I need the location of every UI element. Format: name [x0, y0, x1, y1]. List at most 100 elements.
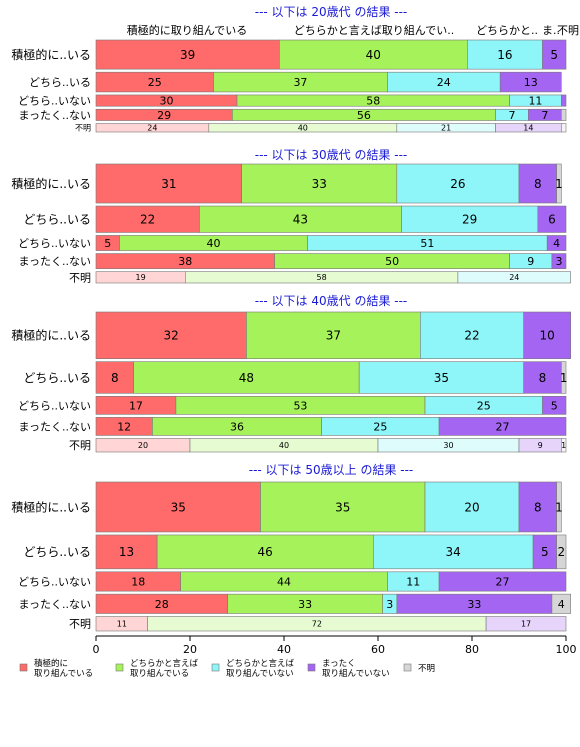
- panel-title: --- 以下は 20歳代 の結果 ---: [255, 5, 408, 19]
- data-label: 35: [434, 371, 449, 385]
- row-label: 積極的に..いる: [11, 176, 91, 191]
- bar-segment: [537, 205, 567, 233]
- row-label: どちら..いない: [18, 237, 91, 250]
- row-label: まったく..ない: [18, 109, 91, 122]
- bar-segment: [95, 311, 247, 359]
- x-tick-label: 0: [93, 643, 100, 656]
- bar-segment: [95, 39, 280, 70]
- data-label: 58: [317, 273, 327, 282]
- bar-segment: [358, 361, 525, 394]
- bar-segment: [438, 571, 567, 592]
- bar-segment: [560, 108, 567, 121]
- data-label: 21: [441, 124, 451, 133]
- data-label: 8: [111, 371, 119, 385]
- data-label: 19: [136, 273, 146, 282]
- bar-row: まったく..ない 29 56 7 7: [18, 108, 567, 122]
- bar-segment: [551, 593, 572, 614]
- x-axis: 0 20 40 60 80 100: [93, 635, 577, 656]
- bar-row: どちら..いない 5 40 51 4: [18, 235, 567, 251]
- data-label: 18: [131, 575, 145, 588]
- row-label: 不明: [69, 439, 91, 452]
- legend-label: 取り組んでいない: [226, 668, 294, 679]
- legend-swatch: [307, 663, 316, 672]
- row-label: どちら..いない: [18, 399, 91, 412]
- panel-title: --- 以下は 30歳代 の結果 ---: [255, 148, 408, 162]
- data-label: 1: [561, 441, 566, 450]
- data-label: 51: [420, 237, 434, 250]
- legend-label: 積極的に: [34, 658, 68, 669]
- data-label: 2: [557, 545, 565, 559]
- data-label: 11: [528, 95, 542, 108]
- bar-segment: [485, 616, 567, 632]
- legend-swatch: [211, 663, 220, 672]
- bar-segment: [551, 253, 567, 269]
- bar-row: 不明 19 58 24: [69, 271, 571, 284]
- data-label: 32: [164, 329, 179, 343]
- data-label: 17: [129, 399, 143, 412]
- legend-label: どちらかと言えば: [226, 658, 295, 669]
- bar-segment: [466, 39, 543, 70]
- bar-row: まったく..ない 28 33 3 33 4: [18, 593, 572, 614]
- row-label: 不明: [75, 124, 91, 133]
- data-label: 48: [239, 371, 254, 385]
- x-tick-label: 80: [465, 643, 479, 656]
- legend-label: 取り組んでいる: [34, 668, 93, 679]
- bar-row: どちら..いない 17 53 25 5: [18, 396, 567, 415]
- column-header-2: どちらかと..: [476, 24, 538, 37]
- data-label: 9: [538, 441, 543, 450]
- panel-1: --- 以下は 30歳代 の結果 --- 積極的に..いる 31 33 26 8 1 どちら.…: [11, 148, 571, 284]
- legend-entry: 不明: [403, 663, 435, 674]
- data-label: 27: [496, 420, 510, 433]
- data-label: 17: [521, 620, 531, 629]
- bar-row: 不明 11 72 17: [69, 616, 567, 632]
- data-label: 40: [366, 48, 381, 62]
- data-label: 29: [157, 109, 171, 122]
- bar-segment: [156, 534, 374, 570]
- data-label: 20: [464, 500, 479, 514]
- data-label: 50: [385, 255, 399, 268]
- legend-label: 不明: [418, 664, 435, 674]
- data-label: 33: [467, 598, 481, 611]
- data-label: 40: [207, 237, 221, 250]
- bar-segment: [95, 205, 200, 233]
- data-label: 29: [462, 213, 477, 227]
- data-label: 34: [446, 545, 461, 559]
- row-label: 積極的に..いる: [11, 499, 91, 514]
- data-label: 26: [450, 177, 465, 191]
- data-label: 1: [560, 371, 568, 385]
- bar-segment: [438, 417, 567, 436]
- legend-label: 取り組んでいる: [130, 668, 189, 679]
- bar-row: 積極的に..いる 31 33 26 8 1: [11, 163, 563, 204]
- data-label: 5: [541, 545, 549, 559]
- bar-row: どちら..いない 18 44 11 27: [18, 571, 567, 592]
- data-label: 24: [147, 124, 157, 133]
- bar-row: まったく..ない 38 50 9 3: [18, 253, 567, 269]
- data-label: 28: [155, 598, 169, 611]
- bar-segment: [401, 205, 539, 233]
- data-label: 11: [406, 575, 420, 588]
- data-label: 4: [558, 598, 565, 611]
- data-label: 3: [555, 255, 562, 268]
- row-label: 積極的に..いる: [11, 328, 91, 343]
- data-label: 43: [293, 213, 308, 227]
- bar-segment: [560, 361, 567, 394]
- data-label: 1: [555, 177, 563, 191]
- data-label: 24: [437, 76, 451, 89]
- legend-label: まったく: [322, 659, 356, 669]
- bar-row: まったく..ない 12 36 25 27: [18, 417, 567, 436]
- data-label: 22: [464, 329, 479, 343]
- bar-segment: [560, 438, 567, 453]
- data-label: 5: [551, 399, 558, 412]
- x-tick-label: 20: [183, 643, 197, 656]
- legend-swatch: [115, 663, 124, 672]
- data-label: 20: [138, 441, 148, 450]
- data-label: 9: [527, 255, 534, 268]
- bar-segment: [523, 361, 562, 394]
- panel-title: --- 以下は 50歳以上 の結果 ---: [249, 463, 414, 477]
- data-label: 7: [541, 109, 548, 122]
- bar-segment: [542, 39, 567, 70]
- bar-segment: [560, 94, 567, 107]
